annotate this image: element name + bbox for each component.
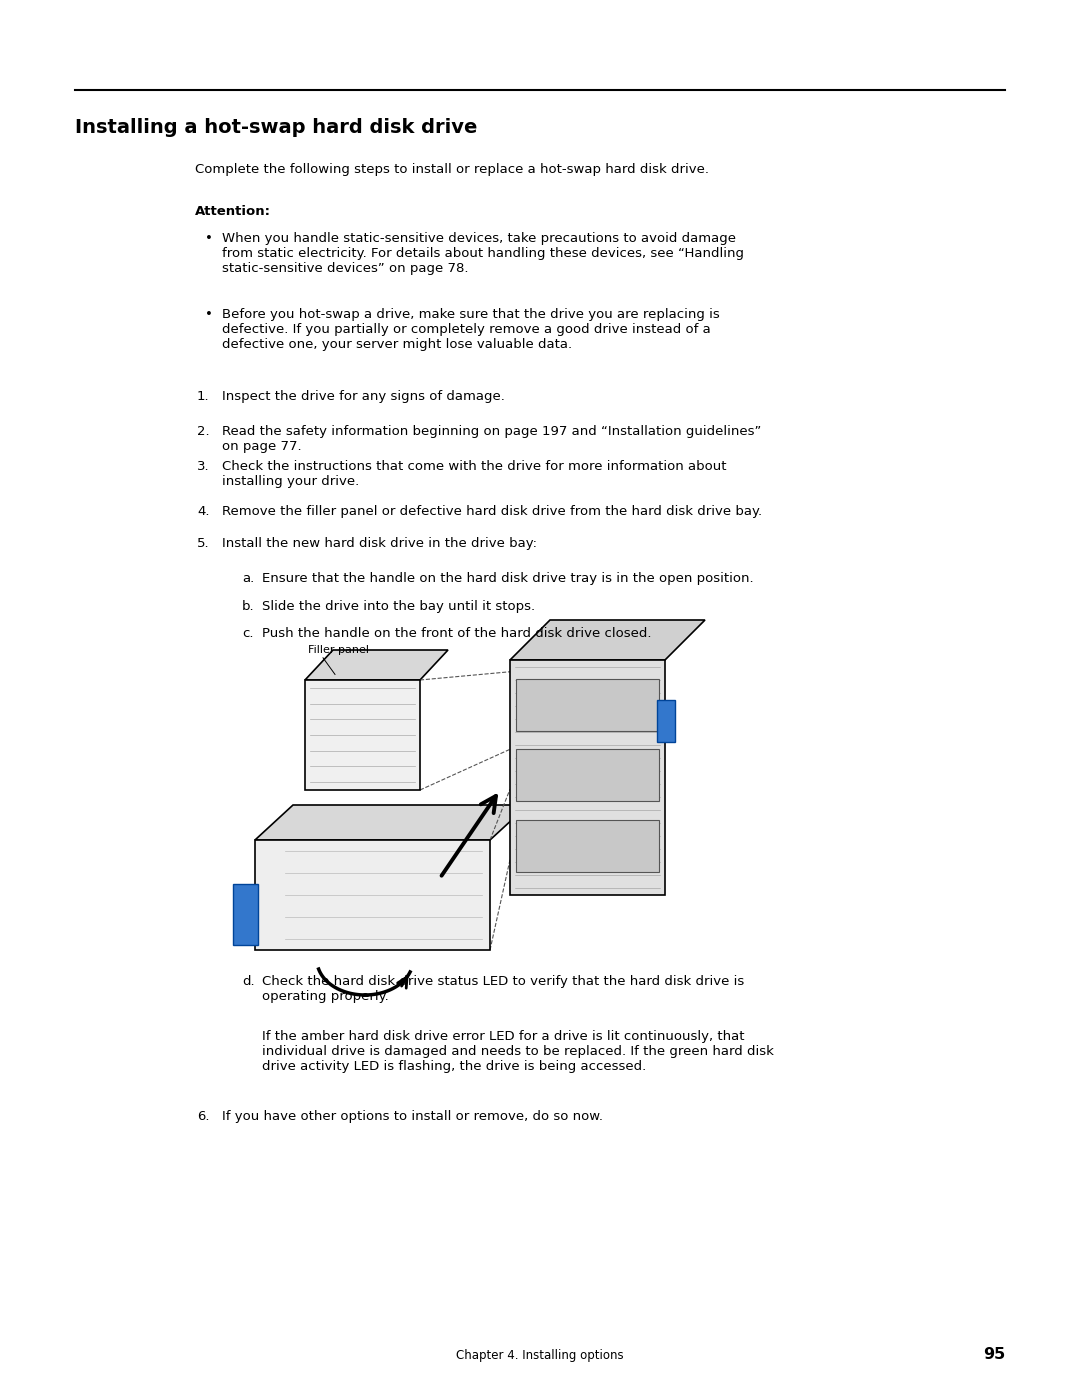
Text: Inspect the drive for any signs of damage.: Inspect the drive for any signs of damag… — [222, 390, 504, 402]
Polygon shape — [255, 805, 528, 840]
Bar — [510, 659, 665, 895]
Text: Remove the filler panel or defective hard disk drive from the hard disk drive ba: Remove the filler panel or defective har… — [222, 504, 762, 518]
Text: b.: b. — [242, 599, 255, 613]
Text: If the amber hard disk drive error LED for a drive is lit continuously, that
ind: If the amber hard disk drive error LED f… — [262, 1030, 774, 1073]
Bar — [305, 680, 420, 789]
Text: Check the instructions that come with the drive for more information about
insta: Check the instructions that come with th… — [222, 460, 727, 488]
Text: 5.: 5. — [197, 536, 210, 550]
Text: 6.: 6. — [197, 1111, 210, 1123]
Text: 3.: 3. — [197, 460, 210, 474]
Text: Filler panel: Filler panel — [308, 645, 369, 655]
Text: c.: c. — [242, 627, 254, 640]
Text: 95: 95 — [983, 1347, 1005, 1362]
Text: 4.: 4. — [197, 504, 210, 518]
Text: d.: d. — [242, 975, 255, 988]
Bar — [516, 679, 659, 731]
Bar — [255, 840, 490, 950]
Text: Push the handle on the front of the hard disk drive closed.: Push the handle on the front of the hard… — [262, 627, 651, 640]
Text: Before you hot-swap a drive, make sure that the drive you are replacing is
defec: Before you hot-swap a drive, make sure t… — [222, 307, 719, 351]
Bar — [233, 884, 258, 944]
Text: Installing a hot-swap hard disk drive: Installing a hot-swap hard disk drive — [75, 117, 477, 137]
Text: •: • — [205, 307, 213, 321]
Polygon shape — [305, 650, 448, 680]
Polygon shape — [510, 620, 705, 659]
Text: a.: a. — [242, 571, 254, 585]
Bar — [516, 749, 659, 800]
Text: Chapter 4. Installing options: Chapter 4. Installing options — [456, 1350, 624, 1362]
Text: Attention:: Attention: — [195, 205, 271, 218]
Text: •: • — [205, 232, 213, 244]
Text: Ensure that the handle on the hard disk drive tray is in the open position.: Ensure that the handle on the hard disk … — [262, 571, 754, 585]
Text: 2.: 2. — [197, 425, 210, 439]
Bar — [657, 700, 675, 742]
Text: Complete the following steps to install or replace a hot-swap hard disk drive.: Complete the following steps to install … — [195, 163, 708, 176]
Text: Slide the drive into the bay until it stops.: Slide the drive into the bay until it st… — [262, 599, 535, 613]
Text: If you have other options to install or remove, do so now.: If you have other options to install or … — [222, 1111, 603, 1123]
Bar — [516, 820, 659, 872]
Text: Install the new hard disk drive in the drive bay:: Install the new hard disk drive in the d… — [222, 536, 537, 550]
Text: 1.: 1. — [197, 390, 210, 402]
Text: Read the safety information beginning on page 197 and “Installation guidelines”
: Read the safety information beginning on… — [222, 425, 761, 453]
Text: When you handle static-sensitive devices, take precautions to avoid damage
from : When you handle static-sensitive devices… — [222, 232, 744, 275]
Text: Check the hard disk drive status LED to verify that the hard disk drive is
opera: Check the hard disk drive status LED to … — [262, 975, 744, 1003]
